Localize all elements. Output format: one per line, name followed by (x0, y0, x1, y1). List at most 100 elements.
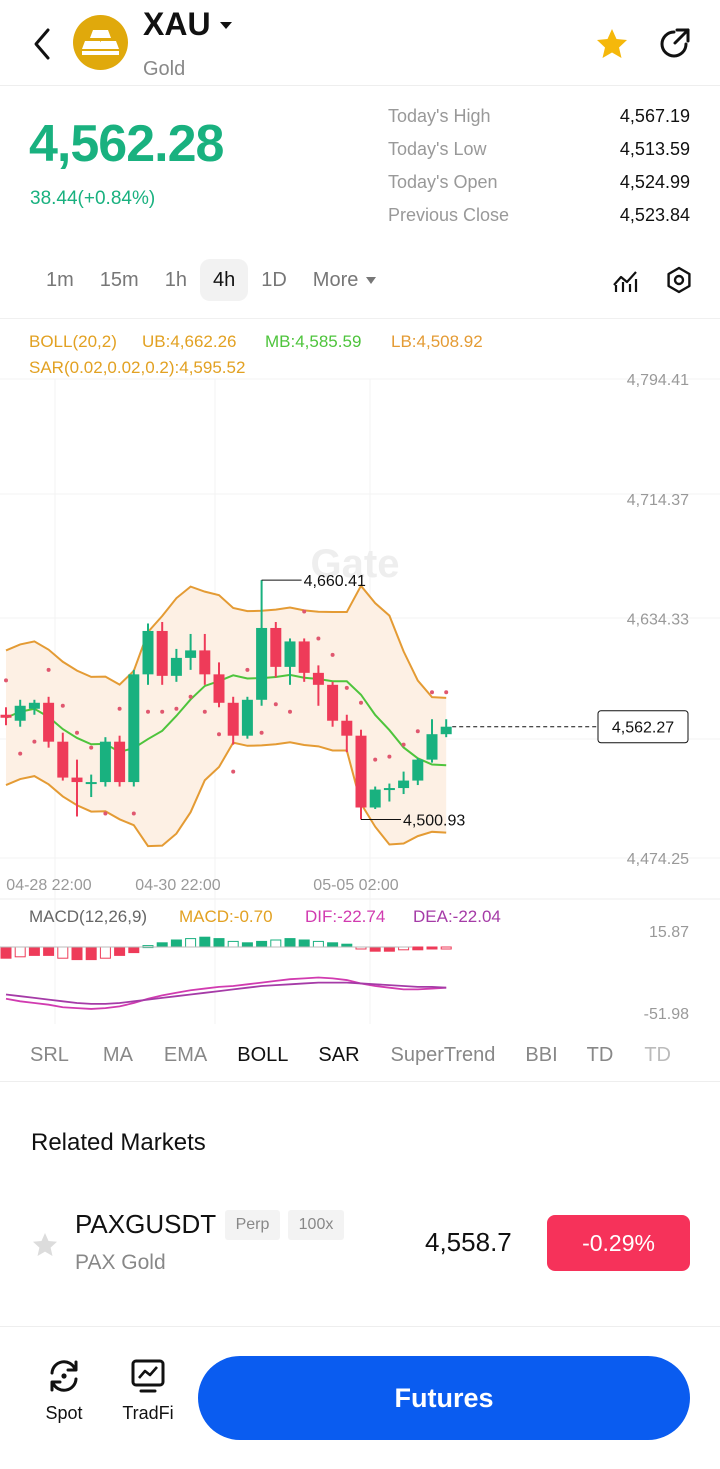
more-label: More (312, 269, 359, 291)
macd-histogram-bar (71, 946, 83, 961)
favorite-star-icon[interactable] (594, 26, 630, 62)
macd-dea-line (5, 981, 447, 1005)
macd-histogram-bar (156, 942, 168, 948)
candle-body (213, 674, 225, 703)
sar-dot (231, 769, 236, 774)
macd-histogram-bar (426, 946, 438, 950)
candle-body (71, 777, 83, 783)
x-tick-label: 05-05 02:00 (313, 877, 399, 894)
chevron-left-icon[interactable] (26, 24, 60, 64)
sar-dot (344, 685, 349, 690)
candle-body (440, 726, 452, 735)
related-market-row[interactable]: PAXGUSDT Perp 100x PAX Gold 4,558.7 -0.2… (0, 1195, 720, 1295)
interval-tabs: 1m 15m 1h 4h 1D More (30, 258, 389, 302)
macd-histogram-bar (28, 946, 40, 956)
sar-dot (202, 709, 207, 714)
interval-1d[interactable]: 1D (261, 269, 287, 291)
macd-dif-label: DIF:-22.74 (305, 907, 385, 926)
chart-canvas[interactable]: BOLL(20,2) UB:4,662.26 MB:4,585.59 LB:4,… (0, 319, 720, 1024)
candle-body (85, 782, 97, 785)
interval-1m[interactable]: 1m (46, 269, 74, 291)
sar-dot (117, 706, 122, 711)
indicator-srl[interactable]: SRL (30, 1044, 69, 1066)
candle-body (383, 788, 395, 791)
perp-tag: Perp (225, 1210, 280, 1240)
macd-histogram-bar (0, 946, 12, 959)
stat-label: Today's High (388, 106, 491, 126)
macd-histogram-bar (14, 946, 26, 958)
sar-dot (188, 694, 193, 699)
macd-histogram-bar (327, 942, 339, 948)
macd-histogram-bar (43, 946, 55, 956)
indicator-tabs: SRL MA EMA BOLL SAR SuperTrend BBI TD TD (0, 1030, 720, 1082)
macd-histogram-bar (114, 946, 126, 956)
sar-dot (288, 709, 292, 714)
indicator-ema[interactable]: EMA (163, 1044, 208, 1066)
sar-dot (4, 678, 8, 683)
macd-histogram-bar (170, 939, 182, 948)
candle-body (0, 714, 12, 718)
x-tick-label: 04-30 22:00 (135, 877, 221, 894)
star-outline-icon[interactable] (31, 1231, 59, 1259)
tradfi-chart-icon (131, 1359, 165, 1393)
interval-more[interactable]: More (300, 259, 390, 301)
sar-dot (430, 690, 434, 695)
y-tick-label: 4,474.25 (627, 851, 689, 868)
related-change-badge: -0.29% (547, 1215, 690, 1271)
hexagon-gear-icon[interactable] (664, 265, 694, 295)
macd-y-tick: -51.98 (644, 1006, 689, 1023)
share-arrow-icon[interactable] (656, 26, 692, 62)
indicator-sar[interactable]: SAR (318, 1044, 360, 1066)
sar-dot (32, 739, 37, 744)
candle-body (327, 684, 339, 721)
sar-dot (444, 690, 449, 695)
sar-dot (245, 667, 250, 672)
macd-label: MACD(12,26,9) (29, 907, 147, 926)
symbol-title[interactable]: XAU (143, 6, 211, 42)
macd-dea-label: DEA:-22.04 (413, 907, 501, 926)
indicator-supertrend[interactable]: SuperTrend (390, 1044, 496, 1066)
macd-histogram-bar (383, 946, 395, 952)
candle-body (355, 735, 367, 808)
symbol-dropdown-caret-icon[interactable] (220, 22, 232, 29)
candle-body (142, 630, 154, 675)
bottom-action-bar: Spot TradFi Futures (0, 1326, 720, 1469)
candle-body (28, 702, 40, 709)
y-tick-label: 4,794.41 (627, 372, 689, 389)
sar-dot (273, 702, 278, 707)
watermark: Gate (311, 542, 400, 586)
candle-body (185, 650, 197, 658)
futures-button[interactable]: Futures (198, 1356, 690, 1440)
candle-body (256, 627, 268, 700)
current-price-tag (597, 710, 689, 744)
interval-4h[interactable]: 4h (199, 259, 249, 301)
stat-row-high: Today's High 4,567.19 (388, 100, 690, 133)
sar-dot (131, 811, 136, 816)
price-change: 38.44(+0.84%) (30, 188, 156, 209)
stat-label: Today's Open (388, 172, 498, 192)
indicator-bbi[interactable]: BBI (525, 1044, 558, 1066)
tradfi-button[interactable]: TradFi (118, 1357, 178, 1424)
asset-name: Gold (143, 58, 186, 80)
candle-body (369, 789, 381, 808)
candle-body (241, 699, 253, 736)
indicator-boll[interactable]: BOLL (237, 1044, 289, 1066)
sar-dot (359, 700, 363, 705)
sar-dot (60, 703, 65, 708)
stat-row-prev-close: Previous Close 4,523.84 (388, 199, 690, 232)
spot-button[interactable]: Spot (34, 1357, 94, 1424)
macd-histogram-bar (369, 946, 381, 952)
price-chart[interactable]: BOLL(20,2) UB:4,662.26 MB:4,585.59 LB:4,… (0, 318, 720, 1024)
daily-stats: Today's High 4,567.19 Today's Low 4,513.… (388, 100, 690, 232)
macd-histogram-bar (298, 939, 310, 948)
sar-dot (415, 729, 420, 734)
indicator-td[interactable]: TD (586, 1044, 614, 1066)
indicator-ma[interactable]: MA (102, 1044, 133, 1066)
current-price-label: 4,562.27 (612, 720, 674, 737)
interval-15m[interactable]: 15m (99, 269, 139, 291)
interval-1h[interactable]: 1h (164, 269, 187, 291)
indicator-td-2[interactable]: TD (644, 1044, 671, 1066)
stat-label: Previous Close (388, 205, 510, 225)
candle-chart-icon[interactable] (610, 265, 640, 295)
y-tick-label: 4,634.33 (627, 612, 689, 629)
